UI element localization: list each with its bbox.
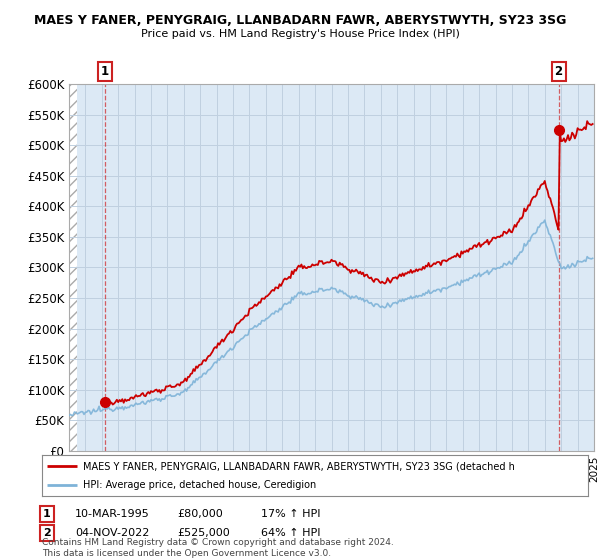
Text: 1: 1 [101,66,109,78]
Text: £525,000: £525,000 [177,528,230,538]
Text: MAES Y FANER, PENYGRAIG, LLANBADARN FAWR, ABERYSTWYTH, SY23 3SG (detached h: MAES Y FANER, PENYGRAIG, LLANBADARN FAWR… [83,461,515,471]
Text: 10-MAR-1995: 10-MAR-1995 [75,509,150,519]
Text: HPI: Average price, detached house, Ceredigion: HPI: Average price, detached house, Cere… [83,480,316,489]
Text: Price paid vs. HM Land Registry's House Price Index (HPI): Price paid vs. HM Land Registry's House … [140,29,460,39]
Text: 2: 2 [554,66,563,78]
Text: 04-NOV-2022: 04-NOV-2022 [75,528,149,538]
Text: £80,000: £80,000 [177,509,223,519]
Text: 1: 1 [43,509,50,519]
Text: 64% ↑ HPI: 64% ↑ HPI [261,528,320,538]
Bar [69,84,77,451]
Text: 2: 2 [43,528,50,538]
Text: MAES Y FANER, PENYGRAIG, LLANBADARN FAWR, ABERYSTWYTH, SY23 3SG: MAES Y FANER, PENYGRAIG, LLANBADARN FAWR… [34,14,566,27]
Text: Contains HM Land Registry data © Crown copyright and database right 2024.
This d: Contains HM Land Registry data © Crown c… [42,538,394,558]
Text: 17% ↑ HPI: 17% ↑ HPI [261,509,320,519]
